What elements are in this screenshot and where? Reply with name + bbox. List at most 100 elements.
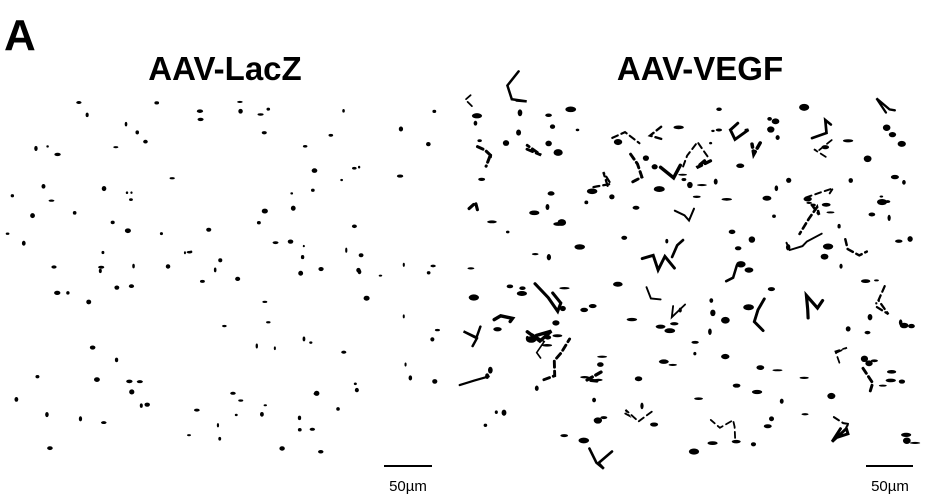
vessel-dot <box>707 441 718 446</box>
vessel-dot <box>404 362 407 367</box>
vessel-dot <box>748 236 756 243</box>
vessel-dot <box>378 274 383 277</box>
vessel-dot <box>713 178 718 185</box>
vessel-dot <box>709 141 713 145</box>
vessel-dot <box>863 155 872 163</box>
vessel-dot <box>101 186 107 192</box>
vessel-dot <box>89 345 96 350</box>
vessel-segment <box>682 140 709 168</box>
vessel-dot <box>529 210 540 216</box>
vessel-dot <box>691 340 699 344</box>
vessel-dot <box>272 241 279 245</box>
vessel-dot <box>259 411 264 417</box>
vessel-dot <box>493 327 502 332</box>
vessel-dot <box>76 101 82 104</box>
vessel-dot <box>763 424 772 429</box>
vessel-dot <box>434 328 440 332</box>
vessel-dot <box>693 351 697 356</box>
vessel-dot <box>318 450 324 454</box>
vessel-dot <box>297 427 302 432</box>
vessel-segment <box>462 325 482 348</box>
vessel-dot <box>290 192 294 195</box>
vessel-dot <box>772 214 776 218</box>
vessel-dot <box>21 240 26 246</box>
vessel-dot <box>560 434 568 438</box>
vessel-dot <box>876 199 888 206</box>
vessel-segment <box>624 409 653 423</box>
vessel-dot <box>235 276 241 281</box>
vessel-dot <box>895 239 903 243</box>
vessel-dot <box>128 284 135 288</box>
vessel-dot <box>85 112 89 118</box>
vessel-dot <box>222 324 227 328</box>
vessel-dot <box>546 254 552 261</box>
vessel-dot <box>237 100 243 103</box>
vessel-dot <box>650 422 659 427</box>
vessel-dot <box>101 421 107 425</box>
vessel-dot <box>751 389 763 395</box>
vessel-dot <box>290 205 296 211</box>
vessel-dot <box>678 173 688 176</box>
vessel-dot <box>30 213 35 219</box>
vessel-dot <box>238 108 243 114</box>
vessel-dot <box>238 399 244 402</box>
vessel-segment <box>810 117 833 140</box>
vessel-dot <box>756 365 765 370</box>
vessel-dot <box>196 109 204 113</box>
vessel-dot <box>124 121 128 127</box>
vessel-segment <box>673 207 696 223</box>
vessel-dot <box>541 344 553 347</box>
vessel-dot <box>640 402 644 410</box>
vessel-dot <box>432 379 438 384</box>
vessel-dot <box>868 212 876 217</box>
vessel-dot <box>261 208 268 214</box>
vessel-dot <box>902 180 906 185</box>
vessel-dot <box>51 265 57 269</box>
vessel-dot <box>398 126 404 132</box>
vessel-dot <box>799 376 809 379</box>
vessel-dot <box>613 138 623 146</box>
vessel-dot <box>864 330 871 335</box>
vessel-segment <box>728 121 750 142</box>
vessel-dot <box>352 166 357 170</box>
vessel-dot <box>517 109 523 117</box>
vessel-dot <box>848 178 853 183</box>
vessel-dot <box>311 168 318 173</box>
vessel-dot <box>842 139 854 143</box>
vessel-dot <box>101 250 105 255</box>
vessel-dot <box>126 379 133 384</box>
vessel-dot <box>432 109 437 114</box>
vessel-dot <box>336 407 340 411</box>
vessel-segment <box>466 199 479 212</box>
vessel-dot <box>799 103 810 111</box>
vessel-dot <box>653 186 665 193</box>
vessel-dot <box>408 375 413 381</box>
vessel-dot <box>353 382 357 386</box>
vessel-dot <box>218 258 223 263</box>
vessel-dot <box>54 290 61 295</box>
vessel-dot <box>692 195 701 198</box>
vessel-dot <box>750 442 757 447</box>
vessel-dot <box>559 287 570 290</box>
vessel-dot <box>501 409 507 416</box>
vessel-dot <box>664 328 676 334</box>
vessel-dot <box>98 265 105 269</box>
vessel-dot <box>634 376 643 382</box>
vessel-segment <box>670 303 687 320</box>
vessel-dot <box>94 377 100 382</box>
vessel-dot <box>681 177 687 182</box>
vessel-segment <box>658 163 683 181</box>
vessel-dot <box>358 253 364 258</box>
vessel-dot <box>597 355 608 358</box>
vessel-dot <box>297 415 302 421</box>
vessel-dot <box>732 383 741 388</box>
vessel-segment <box>525 143 542 157</box>
vessel-segment <box>458 375 490 387</box>
vessel-dot <box>516 291 527 296</box>
vessel-dot <box>575 128 580 132</box>
vessel-segment <box>798 203 821 236</box>
vessel-dot <box>257 113 264 116</box>
right-title: AAV-VEGF <box>617 50 783 87</box>
vessel-dot <box>302 336 306 342</box>
vessel-dot <box>473 120 478 126</box>
